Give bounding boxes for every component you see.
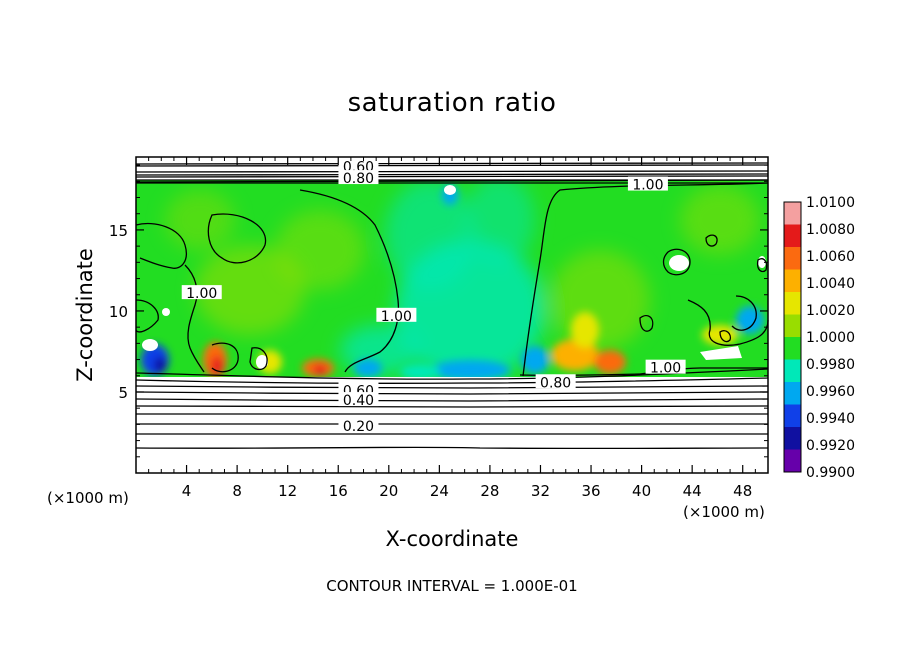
colorbar-label: 0.9920 [806,438,855,454]
saturation-field [136,180,768,377]
contour-label-bg [338,392,379,407]
colorbar-label: 1.0040 [806,276,855,292]
contour-label-bg [338,170,379,185]
x-tick-label: 44 [683,482,702,500]
colorbar-label: 1.0060 [806,249,855,265]
colorbar-swatch [784,359,801,382]
contour-label: 1.00 [186,286,217,302]
colorbar-label: 0.9940 [806,411,855,427]
contour-lines [135,162,769,450]
x-tick-label: 16 [329,482,348,500]
x-tick-label: 12 [278,482,297,500]
colorbar-swatch [784,292,801,315]
x-tick-label: 40 [632,482,651,500]
colorbar-swatch [784,202,801,225]
x-axis-unit-right: (×1000 m) [683,503,765,521]
colorbar-label: 1.0100 [806,195,855,211]
contour-label-bg [627,176,668,191]
contour-label-bg [535,374,576,389]
x-tick-label: 8 [232,482,242,500]
y-tick-label: 10 [109,303,128,321]
contour-label: 1.00 [650,361,681,377]
colorbar-label: 0.9960 [806,384,855,400]
chart-title: saturation ratio [347,88,557,118]
contour-label: 1.00 [381,309,412,325]
colorbar-label: 0.9900 [806,465,855,481]
contour-interval-note: CONTOUR INTERVAL = 1.000E-01 [326,577,578,595]
x-tick-label: 24 [430,482,449,500]
contour-label: 0.20 [343,419,374,435]
y-tick-label: 15 [109,222,128,240]
contour-labels: 0.600.80 1.001.001.001.000.800.600.400.20 [181,158,686,435]
colorbar-swatch [784,314,801,337]
contour-label: 0.40 [343,393,374,409]
x-tick-label: 48 [733,482,752,500]
y-axis-label: Z-coordinate [73,248,97,382]
colorbar: 1.0100 1.0080 1.0060 1.0040 1.0020 1.0000 0.99… [783,195,855,481]
x-tick-label: 36 [581,482,600,500]
contour-label: 0.80 [540,375,571,391]
contour-label-bg [181,285,222,300]
y-axis-ticks: 5 10 15 [109,164,768,458]
colorbar-frame [783,201,802,473]
x-tick-label: 32 [531,482,550,500]
colorbar-swatch [784,382,801,405]
colorbar-swatch [784,224,801,247]
x-axis-label: X-coordinate [386,527,519,551]
contour-label-bg [338,418,379,433]
contour-label-bg [645,359,686,374]
y-tick-label: 5 [118,384,128,402]
x-tick-label: 4 [182,482,192,500]
contour-label-bg [338,158,379,173]
x-axis-ticks: 4 8 12 16 20 24 28 32 36 40 44 48 [148,157,756,500]
colorbar-swatch [784,269,801,292]
contour-label: 0.80 [343,171,374,187]
colorbar-label: 0.9980 [806,357,855,373]
contour-label: 1.00 [632,178,663,194]
contour-label-bg [376,307,417,322]
colorbar-label: 1.0080 [806,222,855,238]
colorbar-swatch [784,427,801,450]
colorbar-label: 1.0020 [806,303,855,319]
colorbar-swatch [784,337,801,360]
colorbar-swatch [784,404,801,427]
colorbar-swatch [784,449,801,472]
x-tick-label: 20 [379,482,398,500]
x-tick-label: 28 [480,482,499,500]
colorbar-swatch [784,247,801,270]
colorbar-label: 1.0000 [806,330,855,346]
x-axis-unit-left: (×1000 m) [47,489,129,507]
